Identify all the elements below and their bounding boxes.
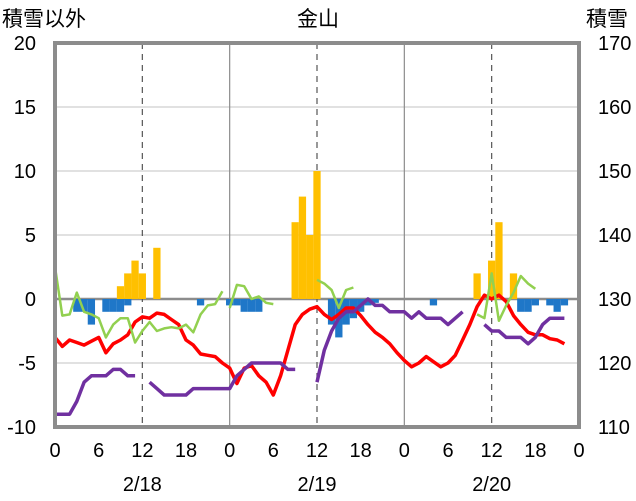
plot-frame xyxy=(53,41,581,429)
bar xyxy=(546,299,554,306)
bar xyxy=(553,299,561,312)
series-line xyxy=(148,361,296,397)
chart-title: 金山 xyxy=(297,8,339,31)
bar xyxy=(560,299,569,306)
bar xyxy=(109,299,117,312)
x-tick-label: 18 xyxy=(350,440,372,462)
bar xyxy=(233,299,241,306)
lines xyxy=(53,266,566,416)
bar xyxy=(524,299,532,312)
bar xyxy=(131,260,139,299)
left-tick-label: 15 xyxy=(14,97,36,119)
bar xyxy=(247,299,256,312)
x-tick-label: 0 xyxy=(49,440,60,462)
bar xyxy=(124,273,132,299)
x-tick-label: 6 xyxy=(93,440,104,462)
date-label: 2/18 xyxy=(123,474,162,496)
bar xyxy=(509,273,518,299)
bar xyxy=(138,273,146,299)
series-line xyxy=(315,297,464,383)
right-tick-label: 150 xyxy=(598,161,631,183)
right-tick-label: 160 xyxy=(598,97,631,119)
series-line xyxy=(53,266,224,344)
left-tick-label: -5 xyxy=(18,353,36,375)
bar xyxy=(429,299,438,306)
bar xyxy=(80,299,88,312)
bar xyxy=(73,299,81,312)
bar xyxy=(517,299,525,312)
bar xyxy=(255,299,263,312)
bar xyxy=(116,299,125,312)
right-tick-label: 130 xyxy=(598,289,631,311)
right-tick-label: 110 xyxy=(598,417,630,439)
left-tick-label: -10 xyxy=(7,417,36,439)
x-tick-label: 12 xyxy=(131,440,153,462)
bar xyxy=(124,299,132,306)
date-label: 2/20 xyxy=(472,474,511,496)
x-tick-label: 18 xyxy=(175,440,197,462)
left-tick-label: 20 xyxy=(14,33,36,55)
right-axis-label: 積雪 xyxy=(586,8,628,31)
bar xyxy=(364,299,372,306)
bar xyxy=(495,222,503,299)
x-tick-label: 0 xyxy=(399,440,410,462)
bar xyxy=(196,299,205,306)
bar xyxy=(327,299,336,325)
date-label: 2/19 xyxy=(298,474,337,496)
bar xyxy=(306,235,314,299)
series-line xyxy=(228,283,274,309)
right-tick-labels: 170 160 150 140 130 120 110 xyxy=(598,33,631,439)
left-tick-label: 0 xyxy=(25,289,36,311)
bar xyxy=(298,196,307,299)
bar xyxy=(473,273,481,299)
bar xyxy=(226,299,234,306)
date-labels: 2/18 2/19 2/20 xyxy=(123,474,511,496)
right-tick-label: 170 xyxy=(598,33,631,55)
x-tick-label: 0 xyxy=(573,440,584,462)
x-tick-labels: 0 6 12 18 0 6 12 18 0 6 12 18 0 xyxy=(49,440,584,462)
series-line xyxy=(316,278,354,310)
x-tick-label: 12 xyxy=(306,440,328,462)
left-tick-label: 10 xyxy=(14,161,36,183)
bar xyxy=(87,299,96,325)
bar xyxy=(531,299,539,306)
left-tick-label: 5 xyxy=(25,225,36,247)
bar xyxy=(240,299,248,312)
bar xyxy=(291,222,299,299)
right-tick-label: 140 xyxy=(598,225,631,247)
left-axis-label: 積雪以外 xyxy=(2,8,86,31)
series-line xyxy=(55,367,136,416)
x-tick-label: 18 xyxy=(524,440,546,462)
bar xyxy=(313,171,321,299)
bar xyxy=(102,299,110,312)
right-tick-label: 120 xyxy=(598,353,631,375)
series-line xyxy=(53,293,566,397)
bar xyxy=(371,299,379,303)
left-tick-labels: 20 15 10 5 0 -5 -10 xyxy=(7,33,36,439)
series-line xyxy=(476,272,537,323)
x-tick-label: 12 xyxy=(481,440,503,462)
x-tick-label: 6 xyxy=(442,440,453,462)
bar xyxy=(153,247,161,299)
bar xyxy=(116,286,125,299)
series-line xyxy=(483,316,565,346)
x-tick-label: 0 xyxy=(224,440,235,462)
x-tick-label: 6 xyxy=(268,440,279,462)
